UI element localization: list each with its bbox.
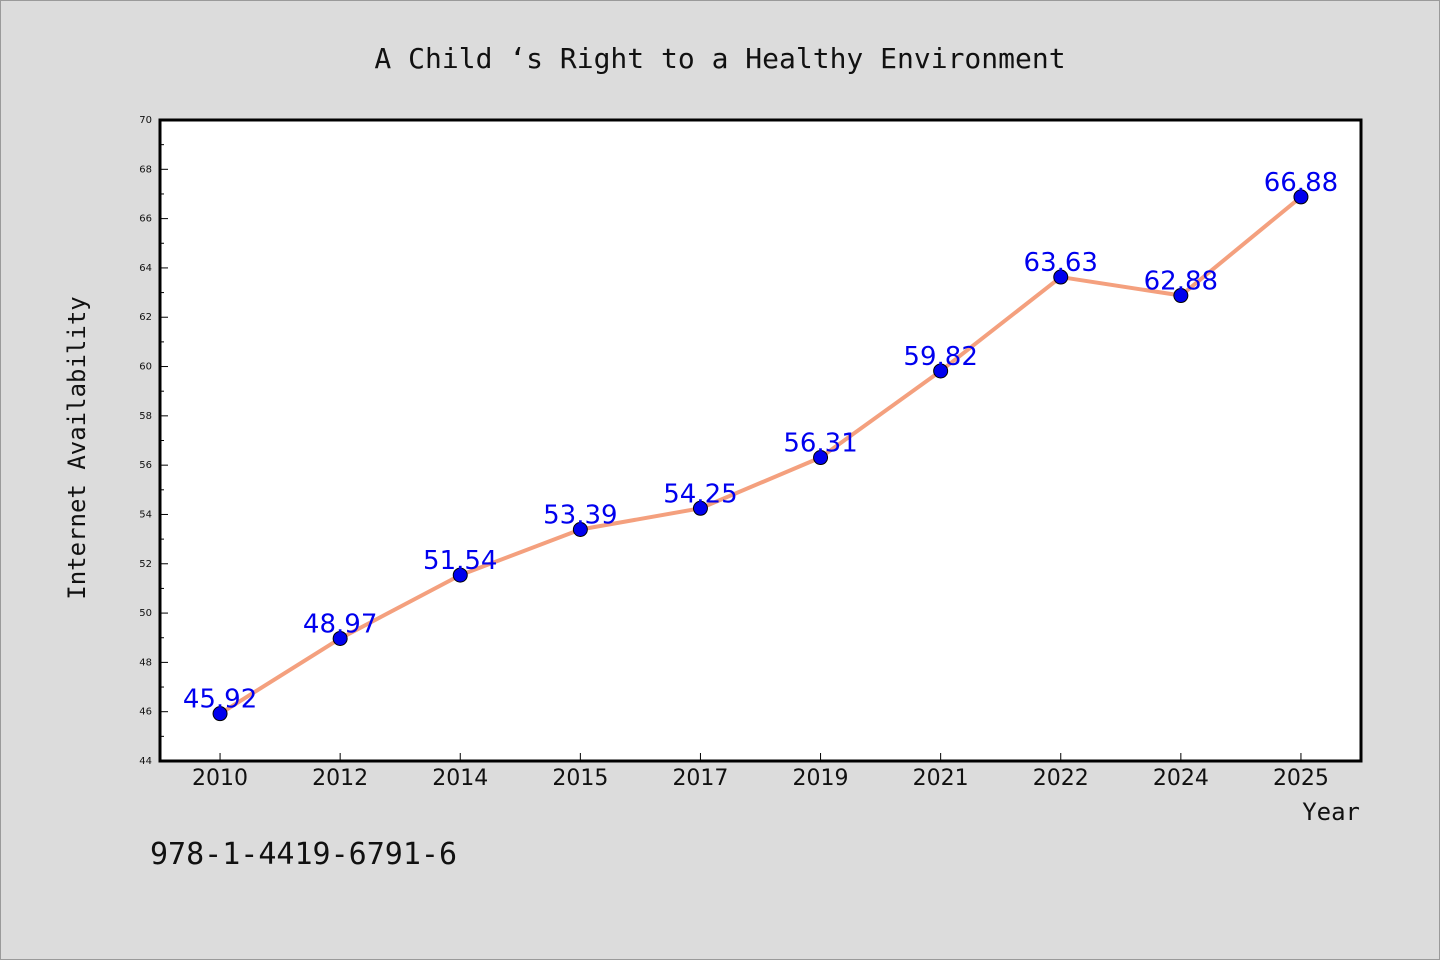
x-tick-label: 2010: [192, 766, 248, 791]
y-tick-label: 58: [139, 411, 152, 422]
y-tick-label: 48: [139, 657, 152, 668]
x-tick-label: 2017: [672, 766, 728, 791]
chart-title: A Child ‘s Right to a Healthy Environmen…: [374, 42, 1065, 75]
y-axis-label: Internet Availability: [63, 296, 91, 599]
data-label: 53.39: [543, 501, 617, 531]
y-tick-label: 44: [139, 756, 152, 767]
data-point: [813, 450, 829, 466]
data-label: 48.97: [303, 609, 377, 639]
x-tick-label: 2021: [913, 766, 969, 791]
data-point: [212, 706, 228, 722]
x-tick-label: 2025: [1273, 766, 1329, 791]
data-series: 45.92 48.97 51.54 53.39 54.25 56.31 59.82 63.63…: [183, 168, 1338, 722]
data-label: 63.63: [1024, 248, 1098, 278]
data-point: [1173, 288, 1189, 304]
data-label: 54.25: [663, 479, 737, 509]
y-tick-label: 60: [139, 362, 152, 373]
y-tick-label: 46: [139, 707, 152, 718]
data-label: 62.88: [1144, 267, 1218, 297]
data-point: [332, 630, 348, 646]
plot-area: [158, 118, 1363, 763]
x-tick-label: 2012: [312, 766, 368, 791]
y-tick-label: 70: [139, 115, 152, 126]
x-tick-label: 2022: [1033, 766, 1089, 791]
series-line: [218, 194, 1303, 716]
x-tick-label: 2019: [793, 766, 849, 791]
data-label: 59.82: [903, 342, 977, 372]
x-axis: 2010 2012 2014 2015 2017 2019 2021 2022 2024 2025: [192, 753, 1329, 791]
y-tick-label: 52: [139, 559, 152, 570]
data-label: 66.88: [1264, 168, 1338, 198]
data-point: [933, 363, 949, 379]
data-point: [1053, 269, 1069, 285]
data-point: [1293, 189, 1309, 205]
data-label: 51.54: [423, 546, 497, 576]
x-tick-label: 2014: [432, 766, 488, 791]
isbn-text: 978-1-4419-6791-6: [150, 837, 457, 872]
data-label: 56.31: [783, 429, 857, 459]
y-tick-label: 54: [139, 509, 152, 520]
data-point: [572, 522, 588, 538]
x-tick-label: 2015: [552, 766, 608, 791]
data-point: [692, 500, 708, 516]
y-tick-label: 68: [139, 164, 152, 175]
y-tick-label: 64: [139, 263, 152, 274]
x-axis-label: Year: [1302, 798, 1360, 826]
x-tick-label: 2024: [1153, 766, 1209, 791]
y-tick-label: 50: [139, 608, 152, 619]
y-tick-label: 62: [139, 312, 152, 323]
y-tick-label: 56: [139, 460, 152, 471]
y-tick-label: 66: [139, 214, 152, 225]
data-label: 45.92: [183, 685, 257, 715]
y-axis: 44 46 48 50 52 54 56 58 60 62 64 66 68 70: [139, 115, 168, 767]
data-point: [452, 567, 468, 583]
